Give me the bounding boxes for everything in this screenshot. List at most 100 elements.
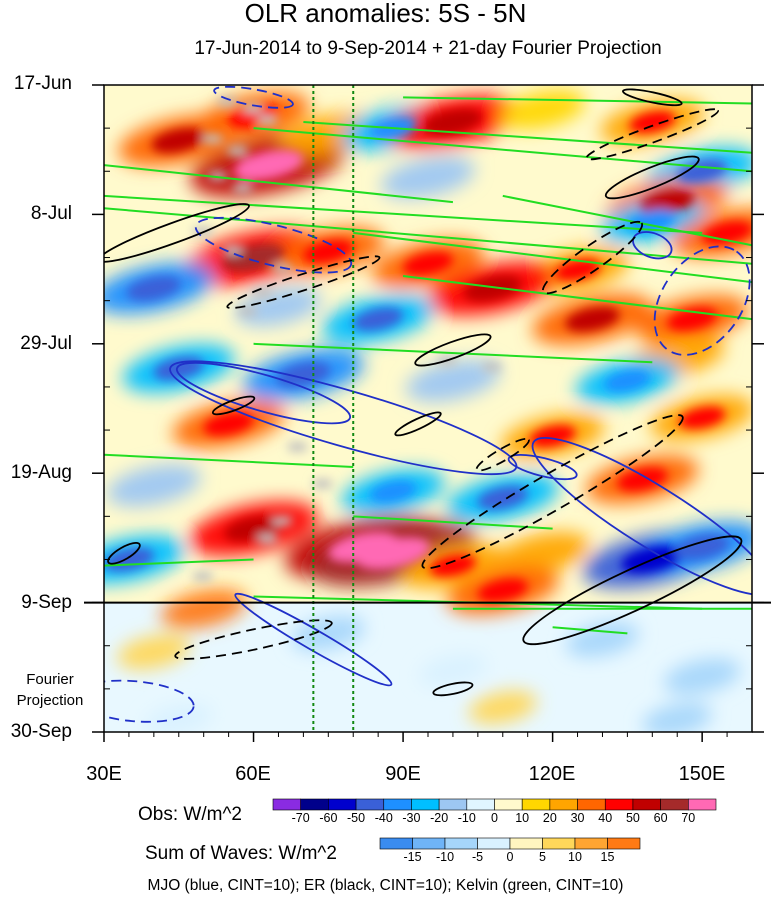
y-label-8jul: 8-Jul bbox=[30, 203, 72, 224]
anomaly-region bbox=[291, 615, 365, 651]
missing-data-patch bbox=[313, 479, 332, 489]
missing-data-patch bbox=[203, 134, 222, 144]
obs-colorbar-swatch bbox=[328, 798, 357, 811]
y-label-19aug: 19-Aug bbox=[10, 462, 72, 483]
obs-colorbar-swatch bbox=[411, 798, 440, 811]
waves-colorbar-swatch bbox=[509, 837, 543, 850]
anomaly-region bbox=[663, 658, 741, 695]
obs-colorbar-swatch bbox=[632, 798, 661, 811]
kelvin-contour bbox=[104, 194, 703, 234]
waves-colorbar-tick-label: 5 bbox=[539, 850, 546, 864]
kelvin-contour bbox=[253, 342, 653, 364]
er-contour bbox=[174, 619, 333, 660]
anomaly-core bbox=[126, 275, 182, 301]
er-contour bbox=[104, 203, 250, 263]
fourier-label-line2: Projection bbox=[16, 692, 84, 709]
waves-colorbar-swatch bbox=[412, 837, 446, 850]
missing-data-patch bbox=[288, 442, 307, 452]
mjo-contour bbox=[507, 453, 578, 481]
chart-title: OLR anomalies: 5S - 5N bbox=[244, 0, 527, 28]
obs-colorbar-tick-label: 70 bbox=[681, 811, 696, 825]
mjo-contour bbox=[653, 245, 751, 356]
anomaly-core bbox=[674, 534, 730, 560]
obs-colorbar-swatch bbox=[355, 798, 385, 811]
missing-data-patch bbox=[193, 571, 212, 581]
anomaly-core bbox=[402, 251, 454, 276]
obs-colorbar-tick-label: -40 bbox=[374, 811, 393, 825]
anomaly-region bbox=[380, 156, 476, 199]
missing-data-patch bbox=[228, 146, 247, 156]
anomaly-region bbox=[106, 464, 201, 507]
er-contour bbox=[622, 88, 683, 107]
waves-colorbar-tick-label: -10 bbox=[435, 850, 455, 864]
anomaly-region bbox=[160, 589, 247, 629]
obs-colorbar-swatch bbox=[660, 798, 689, 811]
obs-colorbar-swatch bbox=[577, 798, 606, 811]
missing-data-patch bbox=[218, 97, 237, 107]
obs-colorbar-tick-label: -60 bbox=[319, 811, 338, 825]
obs-colorbar-tick-label: -10 bbox=[457, 811, 476, 825]
obs-colorbar-swatch bbox=[383, 798, 412, 811]
anomaly-core bbox=[423, 108, 483, 136]
anomaly-core bbox=[203, 412, 254, 436]
obs-colorbar-tick-label: 50 bbox=[625, 811, 640, 825]
anomaly-region bbox=[117, 634, 191, 670]
missing-data-patch bbox=[193, 226, 212, 236]
chart-subtitle: 17-Jun-2014 to 9-Sep-2014 + 21-day Fouri… bbox=[194, 38, 662, 59]
mjo-contour bbox=[213, 85, 294, 109]
x-label-60e: 60E bbox=[235, 763, 271, 785]
anomaly-core bbox=[477, 578, 528, 603]
waves-colorbar-swatch bbox=[379, 837, 413, 850]
anomaly-region bbox=[642, 702, 713, 732]
anomaly-core bbox=[356, 537, 431, 570]
er-contour bbox=[226, 255, 381, 309]
obs-colorbar-tick-label: -70 bbox=[291, 811, 310, 825]
missing-data-patch bbox=[223, 245, 242, 255]
mjo-contour bbox=[175, 361, 352, 425]
y-label-9sep: 9-Sep bbox=[21, 592, 72, 613]
er-contour bbox=[414, 333, 492, 367]
obs-colorbar-tick-label: 10 bbox=[515, 811, 530, 825]
obs-colorbar-swatch bbox=[438, 798, 468, 811]
anomaly-core bbox=[629, 209, 676, 232]
x-label-120e: 120E bbox=[528, 763, 576, 785]
waves-colorbar-tick-label: -15 bbox=[403, 850, 422, 864]
obs-colorbar-swatch bbox=[494, 798, 523, 811]
er-contour bbox=[421, 414, 684, 570]
anomaly-core bbox=[565, 306, 620, 332]
anomaly-region bbox=[144, 703, 213, 732]
obs-colorbar-tick-label: 60 bbox=[653, 811, 668, 825]
obs-colorbar-swatch bbox=[549, 798, 578, 811]
kelvin-contour bbox=[303, 120, 752, 154]
waves-colorbar-swatch bbox=[607, 837, 641, 850]
mjo-contour bbox=[104, 679, 195, 723]
mjo-contour bbox=[531, 437, 752, 596]
er-contour bbox=[394, 411, 442, 437]
mjo-contour bbox=[194, 216, 353, 274]
waves-colorbar-tick-label: -5 bbox=[471, 850, 484, 864]
kelvin-contour bbox=[353, 231, 752, 284]
anomaly-region bbox=[405, 359, 501, 402]
anomaly-core bbox=[303, 239, 354, 264]
fourier-label-line1: Fourier bbox=[26, 671, 74, 688]
obs-colorbar-tick-label: -20 bbox=[430, 811, 449, 825]
anomaly-region bbox=[495, 532, 590, 575]
obs-colorbar-tick-label: 40 bbox=[598, 811, 613, 825]
x-label-30e: 30E bbox=[86, 763, 122, 785]
obs-colorbar-title: Obs: W/m^2 bbox=[138, 804, 242, 825]
missing-data-patch bbox=[243, 103, 262, 113]
anomaly-core bbox=[640, 189, 695, 215]
waves-colorbar-swatch bbox=[444, 837, 478, 850]
y-label-30sep: 30-Sep bbox=[10, 721, 72, 742]
obs-colorbar-tick-label: -50 bbox=[347, 811, 366, 825]
anomaly-core bbox=[233, 149, 304, 181]
obs-colorbar-swatch bbox=[604, 798, 634, 811]
y-label-29jul: 29-Jul bbox=[20, 333, 72, 354]
x-label-90e: 90E bbox=[385, 763, 421, 785]
er-contour bbox=[585, 108, 720, 161]
obs-colorbar-tick-label: 30 bbox=[570, 811, 585, 825]
anomaly-core bbox=[477, 486, 528, 510]
missing-data-patch bbox=[273, 516, 292, 526]
obs-colorbar-tick-label: -30 bbox=[402, 811, 421, 825]
